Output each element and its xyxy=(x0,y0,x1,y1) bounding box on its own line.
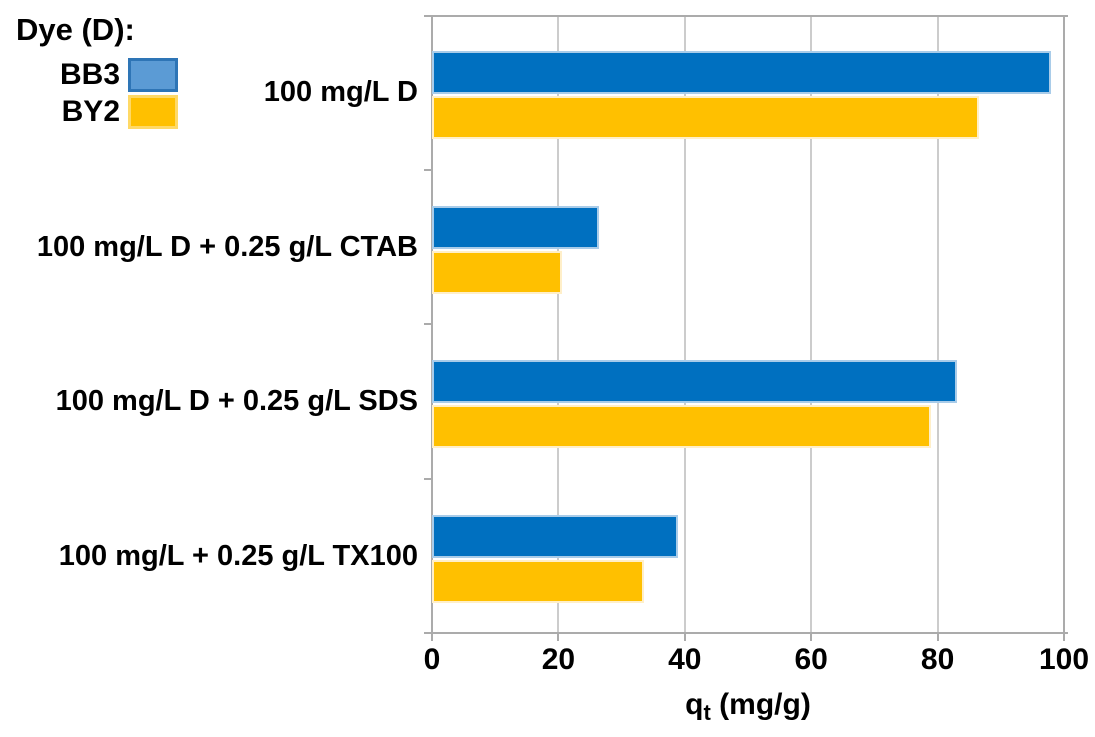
gridline xyxy=(683,15,686,633)
y-axis-tick xyxy=(424,323,432,325)
x-axis-title-base: q xyxy=(685,688,704,721)
gridline xyxy=(936,15,939,633)
gridline xyxy=(810,15,813,633)
x-axis-tick xyxy=(557,633,560,641)
bar-by2 xyxy=(432,559,644,603)
x-axis-title-subscript: t xyxy=(703,700,711,725)
legend-label-by2: BY2 xyxy=(61,95,120,128)
x-axis-tick xyxy=(683,633,686,641)
x-axis-tick xyxy=(936,633,939,641)
y-axis-tick xyxy=(424,168,432,171)
y-axis-tick xyxy=(424,477,432,480)
category-label: 100 mg/L + 0.25 g/L TX100 xyxy=(58,539,418,572)
x-axis-title: qt (mg/g) xyxy=(432,688,1064,726)
category-label: 100 mg/L D + 0.25 g/L SDS xyxy=(55,385,418,418)
bar-by2 xyxy=(432,96,979,139)
legend-label-bb3: BB3 xyxy=(59,58,120,91)
x-tick-label: 40 xyxy=(668,643,702,676)
bar-bb3 xyxy=(432,51,1052,94)
legend-swatch-by2 xyxy=(128,95,178,129)
bar-bb3 xyxy=(432,514,679,558)
x-tick-label: 0 xyxy=(423,643,441,676)
gridline xyxy=(557,15,560,633)
y-axis-line xyxy=(431,15,433,641)
x-axis-tick xyxy=(810,633,813,641)
x-tick-label: 100 xyxy=(1038,643,1090,676)
legend-item-by2: BY2 xyxy=(0,95,178,129)
category-label: 100 mg/L D xyxy=(263,76,418,109)
bar-by2 xyxy=(432,405,932,448)
category-label: 100 mg/L D + 0.25 g/L CTAB xyxy=(36,230,418,263)
bar-bb3 xyxy=(432,205,600,249)
legend-swatch-bb3 xyxy=(128,58,178,92)
x-tick-label: 20 xyxy=(541,643,576,676)
plot-right-border xyxy=(1063,15,1065,641)
legend-item-bb3: BB3 xyxy=(0,58,178,92)
legend-title: Dye (D): xyxy=(16,12,135,47)
plot-top-border xyxy=(424,15,1068,17)
x-axis-title-rest: (mg/g) xyxy=(710,688,811,721)
bar-by2 xyxy=(432,250,562,294)
x-tick-label: 60 xyxy=(794,643,828,676)
x-tick-label: 80 xyxy=(920,643,955,676)
x-axis-line xyxy=(424,632,1068,634)
bar-bb3 xyxy=(432,360,957,403)
